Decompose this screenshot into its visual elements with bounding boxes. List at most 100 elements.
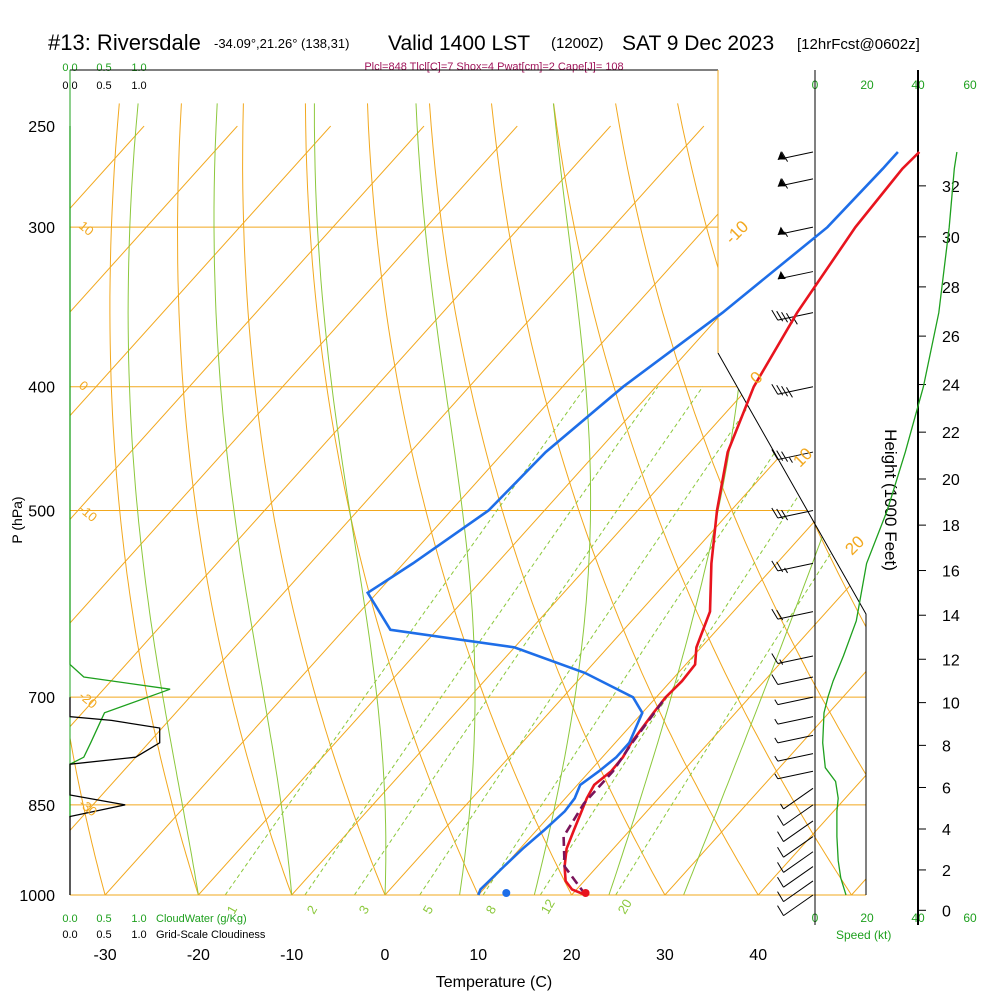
wind-barb-900 bbox=[777, 836, 814, 858]
barb-half-flag bbox=[780, 803, 784, 810]
mixing-ratio-line-1 bbox=[224, 386, 586, 895]
valid-date: SAT 9 Dec 2023 bbox=[622, 32, 774, 55]
height-tick-label: 0 bbox=[942, 903, 951, 920]
surface-dewpoint-dot bbox=[502, 889, 511, 897]
wind-barbs bbox=[771, 151, 814, 917]
wind-barb-850 bbox=[777, 804, 814, 826]
isotherm-label: -10 bbox=[76, 501, 100, 525]
barb-half-flag bbox=[784, 567, 788, 574]
barb-staff bbox=[783, 820, 814, 842]
wind-barb-275 bbox=[777, 178, 814, 189]
wind-barb-300 bbox=[777, 226, 814, 237]
dry-adiabat-70 bbox=[677, 103, 866, 895]
speed-tick-bottom-3: 60 bbox=[963, 911, 977, 925]
isotherm--60 bbox=[70, 125, 518, 895]
barb-flag bbox=[771, 507, 779, 519]
barb-staff bbox=[783, 894, 814, 917]
dry-adiabat-50 bbox=[553, 103, 866, 895]
wind-barb-500 bbox=[771, 507, 814, 521]
cloudiness-bottom-tick-0: 0.0 bbox=[62, 929, 77, 941]
moist-adiabat--10 bbox=[213, 103, 293, 895]
pressure-tick-label-500: 500 bbox=[28, 504, 55, 521]
isotherm-50 bbox=[851, 125, 866, 895]
cloudwater-tick-1: 0.5 bbox=[96, 62, 111, 74]
barb-flag bbox=[777, 876, 784, 888]
barb-half-flag bbox=[789, 457, 793, 463]
wind-barb-825 bbox=[780, 787, 814, 810]
barb-flag bbox=[781, 451, 788, 462]
barb-flag bbox=[776, 561, 784, 573]
pressure-tick-label-300: 300 bbox=[28, 220, 55, 237]
barb-staff bbox=[777, 386, 814, 395]
isotherm-30 bbox=[664, 125, 866, 895]
barb-flag bbox=[781, 151, 788, 162]
height-tick-label: 12 bbox=[942, 652, 960, 669]
wind-barb-750 bbox=[774, 734, 814, 744]
height-tick-label: 28 bbox=[942, 280, 960, 297]
isotherm--10 bbox=[291, 125, 866, 895]
barb-flag bbox=[786, 387, 793, 398]
mixing-ratio-label: 5 bbox=[420, 903, 437, 917]
barb-flag bbox=[771, 449, 779, 460]
barb-flag bbox=[777, 862, 784, 873]
mixing-ratio-line-5 bbox=[419, 386, 763, 895]
isotherm--90 bbox=[70, 125, 238, 895]
cloudiness-tick-2: 1.0 bbox=[131, 80, 146, 92]
isotherm--30 bbox=[104, 125, 798, 895]
dry-adiabat--30 bbox=[70, 103, 114, 895]
cloudwater-bottom-tick-0: 0.0 bbox=[62, 913, 77, 925]
moist-adiabat-8 bbox=[415, 103, 476, 895]
barb-staff bbox=[783, 804, 814, 826]
background-grid bbox=[70, 103, 866, 895]
barb-half-flag bbox=[774, 699, 779, 705]
height-tick-label: 20 bbox=[942, 472, 960, 489]
wind-barb-925 bbox=[777, 851, 814, 873]
dry-adiabat--20 bbox=[109, 103, 208, 895]
height-tick-label: 32 bbox=[942, 179, 960, 196]
speed-label: Speed (kt) bbox=[836, 928, 891, 942]
barb-half-flag bbox=[784, 231, 788, 237]
dry-adiabat-30 bbox=[429, 103, 681, 895]
wind-barb-875 bbox=[777, 820, 814, 842]
dry-adiabat--10 bbox=[176, 103, 303, 895]
barb-flag bbox=[781, 311, 788, 323]
barb-staff bbox=[777, 753, 814, 762]
wind-barb-975 bbox=[777, 880, 814, 903]
wind-barb-325 bbox=[777, 271, 814, 280]
wind-barb-700 bbox=[774, 696, 814, 706]
cloudiness-line bbox=[69, 697, 161, 895]
height-tick-label: 16 bbox=[942, 564, 960, 581]
barb-flag bbox=[776, 450, 784, 461]
temperature-tick-label-30: 30 bbox=[656, 947, 674, 964]
barb-half-flag bbox=[774, 718, 779, 725]
barb-staff bbox=[777, 734, 814, 744]
wind-barb-400 bbox=[771, 383, 814, 398]
moist-adiabat-0 bbox=[313, 103, 387, 895]
barb-pennant bbox=[777, 271, 786, 280]
pressure-tick-label-700: 700 bbox=[28, 690, 55, 707]
temperature-tick-label--30: -30 bbox=[94, 947, 117, 964]
parcel-line bbox=[562, 696, 667, 896]
cloudwater-label: CloudWater (g/Kg) bbox=[156, 913, 247, 925]
mixing-ratio-label: 20 bbox=[615, 896, 635, 916]
barb-flag bbox=[777, 846, 784, 858]
barb-flag bbox=[776, 385, 784, 396]
barb-pennant bbox=[777, 151, 786, 160]
barb-staff bbox=[777, 676, 814, 685]
moist-adiabat-16 bbox=[533, 103, 592, 895]
barb-pennant bbox=[777, 226, 786, 235]
forecast-run: [12hrFcst@0602z] bbox=[797, 36, 920, 53]
barb-staff bbox=[777, 716, 814, 725]
wind-barb-800 bbox=[774, 770, 814, 780]
x-axis-label: Temperature (C) bbox=[436, 974, 552, 991]
speed-tick-top-1: 20 bbox=[860, 78, 874, 92]
isotherm-0 bbox=[384, 125, 866, 895]
isotherm--70 bbox=[70, 125, 425, 895]
isotherm--80 bbox=[70, 125, 332, 895]
cloudwater-tick-2: 1.0 bbox=[131, 62, 146, 74]
barb-staff bbox=[783, 836, 814, 858]
wind-barb-725 bbox=[774, 716, 814, 725]
cloudwater-bottom-tick-2: 1.0 bbox=[131, 913, 146, 925]
wind-barb-650 bbox=[771, 653, 814, 665]
